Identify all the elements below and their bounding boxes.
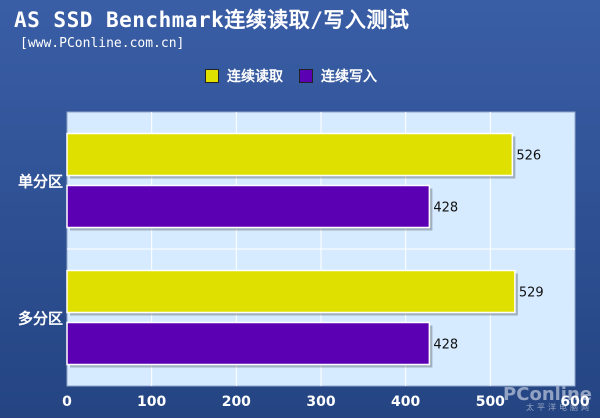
data-label: 529	[519, 286, 544, 301]
chart-title: AS SSD Benchmark连续读取/写入测试	[14, 8, 410, 32]
y-tick-label: 单分区	[18, 173, 63, 191]
legend-swatch-write	[299, 69, 313, 83]
bar-read	[66, 132, 514, 177]
legend-swatch-read	[205, 69, 219, 83]
bar-write	[66, 321, 431, 366]
legend-item-write: 连续写入	[299, 66, 377, 86]
chart-subtitle: [www.PConline.com.cn]	[20, 36, 185, 51]
x-tick-label: 300	[306, 394, 335, 410]
data-label: 428	[433, 338, 458, 353]
data-label: 526	[516, 149, 541, 164]
x-tick-label: 200	[222, 394, 251, 410]
x-tick-label: 0	[62, 394, 72, 410]
x-tick-label: 500	[476, 394, 505, 410]
x-tick-label: 400	[391, 394, 420, 410]
legend-label-read: 连续读取	[227, 69, 283, 85]
y-tick-label: 多分区	[18, 310, 63, 328]
data-label: 428	[433, 201, 458, 216]
watermark-logo: PConline 太平洋电脑网	[503, 384, 592, 412]
legend-item-read: 连续读取	[205, 66, 283, 86]
legend: 连续读取 连续写入	[205, 66, 377, 86]
x-tick-label: 100	[137, 394, 166, 410]
bar-write	[66, 184, 431, 229]
legend-label-write: 连续写入	[321, 69, 377, 85]
x-tick-label: 600	[560, 394, 589, 410]
bar-read	[66, 269, 516, 314]
